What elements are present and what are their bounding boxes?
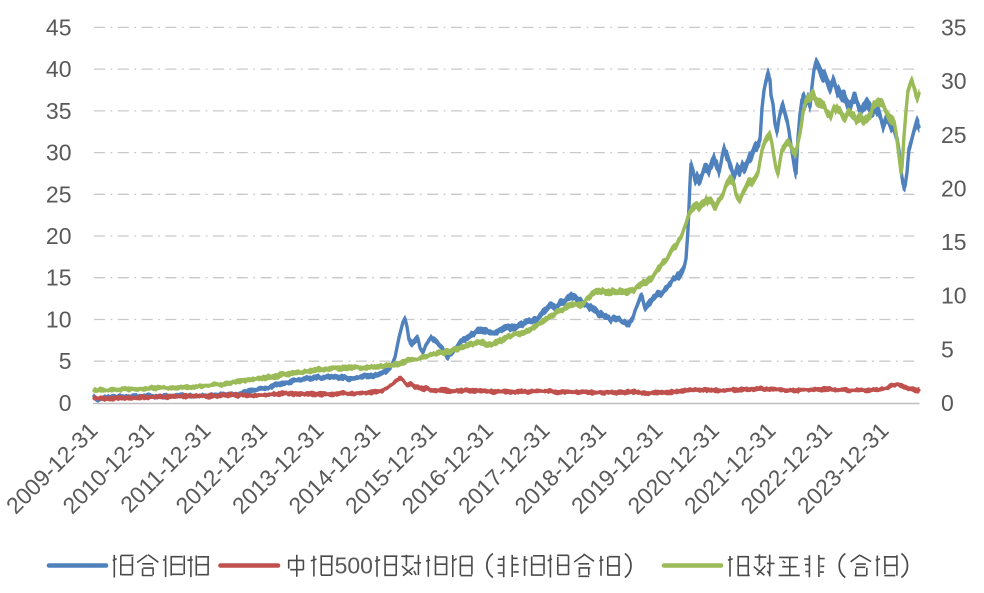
svg-text:25: 25 <box>941 122 967 148</box>
svg-text:35: 35 <box>941 15 967 41</box>
svg-text:500: 500 <box>335 553 373 579</box>
svg-text:35: 35 <box>46 98 72 124</box>
svg-text:10: 10 <box>941 283 967 309</box>
svg-text:15: 15 <box>46 265 72 291</box>
svg-text:0: 0 <box>59 390 72 416</box>
svg-text:25: 25 <box>46 181 72 207</box>
svg-text:5: 5 <box>59 348 72 374</box>
svg-text:30: 30 <box>46 140 72 166</box>
svg-text:40: 40 <box>46 56 72 82</box>
svg-text:45: 45 <box>46 14 72 40</box>
svg-text:30: 30 <box>941 68 967 94</box>
svg-text:20: 20 <box>941 175 967 201</box>
svg-text:5: 5 <box>941 336 954 362</box>
svg-text:15: 15 <box>941 229 967 255</box>
svg-text:10: 10 <box>46 307 72 333</box>
svg-text:20: 20 <box>46 223 72 249</box>
svg-text:0: 0 <box>941 390 954 416</box>
